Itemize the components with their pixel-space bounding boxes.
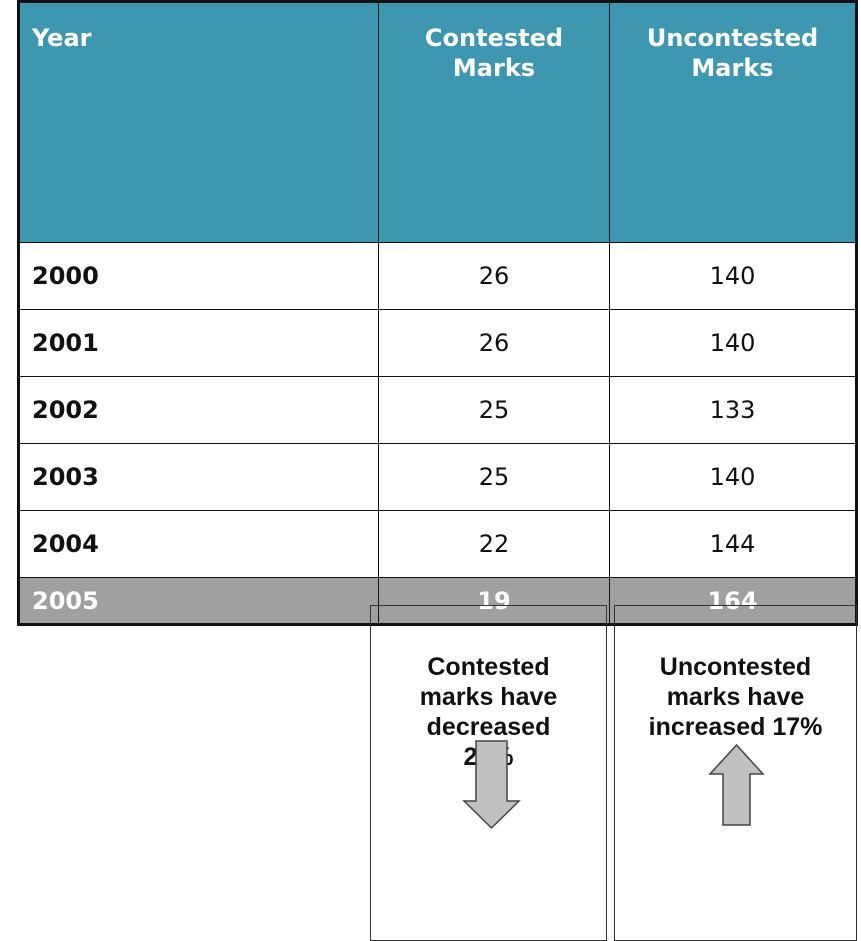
- value-cell: 22: [378, 510, 610, 578]
- table-body: 2000 26 140 2001 26 140 2002 25 133 2003 25 140 2004…: [18, 242, 857, 625]
- value-cell: 164: [609, 577, 857, 625]
- value-cell: 19: [378, 577, 610, 625]
- header-row: Year Contested Marks Uncontested Marks: [18, 1, 857, 243]
- value-cell: 144: [609, 510, 857, 578]
- table-row: 2000 26 140: [18, 242, 857, 310]
- value-cell: 25: [378, 443, 610, 511]
- up-arrow: [708, 743, 765, 826]
- header-cell: Uncontested Marks: [609, 1, 857, 243]
- table-row: 2005 19 164: [18, 577, 857, 625]
- year-cell: 2000: [18, 242, 379, 310]
- value-cell: 140: [609, 242, 857, 310]
- table-row: 2001 26 140: [18, 309, 857, 377]
- year-cell: 2001: [18, 309, 379, 377]
- header-cell: Contested Marks: [378, 1, 610, 243]
- year-cell: 2004: [18, 510, 379, 578]
- value-cell: 26: [378, 309, 610, 377]
- value-cell: 133: [609, 376, 857, 444]
- note-box: Uncontested marks have increased 17%: [614, 605, 857, 941]
- value-cell: 25: [378, 376, 610, 444]
- year-cell: 2003: [18, 443, 379, 511]
- note-text: Contested marks have decreased 27%: [419, 653, 558, 771]
- year-cell: 2005: [18, 577, 379, 625]
- down-arrow: [462, 740, 521, 830]
- table-row: 2003 25 140: [18, 443, 857, 511]
- marks-table: Year Contested Marks Uncontested Marks 2…: [17, 0, 858, 626]
- table-row: 2002 25 133: [18, 376, 857, 444]
- year-cell: 2002: [18, 376, 379, 444]
- value-cell: 140: [609, 309, 857, 377]
- table-row: 2004 22 144: [18, 510, 857, 578]
- header-cell: Year: [18, 1, 379, 243]
- note-box: Contested marks have decreased 27%: [370, 605, 607, 941]
- value-cell: 26: [378, 242, 610, 310]
- value-cell: 140: [609, 443, 857, 511]
- note-text: Uncontested marks have increased 17%: [648, 653, 823, 741]
